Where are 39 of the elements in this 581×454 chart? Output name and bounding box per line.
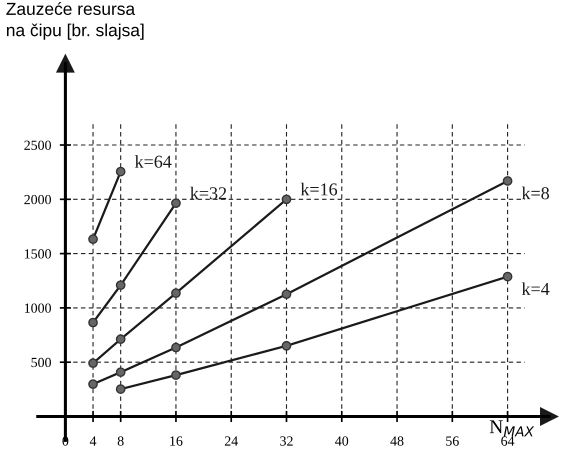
point xyxy=(171,342,181,352)
x-tick-label: 48 xyxy=(390,436,404,446)
point xyxy=(171,198,181,208)
y-axis-title: Zauzeće resursa na čipu [br. slajsa] xyxy=(6,2,144,40)
point xyxy=(282,289,292,300)
y-tick-label: 2500 xyxy=(24,140,51,150)
point xyxy=(282,194,292,204)
point xyxy=(116,334,126,344)
x-tick-label: 32 xyxy=(280,436,293,446)
series-label: k=32 xyxy=(190,186,226,200)
y-tick-label: 1500 xyxy=(24,249,51,259)
x-axis-title: N$_{MAX}$ xyxy=(490,420,534,436)
x-tick-label: 4 xyxy=(90,436,96,446)
series-label: k=4 xyxy=(522,282,550,295)
point xyxy=(88,379,98,389)
point xyxy=(282,340,292,351)
y-tick-label: 1000 xyxy=(24,303,51,313)
series-label: k=64 xyxy=(134,155,172,168)
point xyxy=(116,367,126,378)
point xyxy=(502,176,512,186)
y-tick-label: 2000 xyxy=(24,194,51,204)
x-tick-label: 24 xyxy=(224,436,238,446)
x-tick-label: 64 xyxy=(501,436,514,446)
x-tick-label: 40 xyxy=(335,436,348,446)
y-tick-label: 500 xyxy=(31,358,51,368)
point xyxy=(116,280,126,290)
point xyxy=(88,234,98,244)
point xyxy=(171,288,181,298)
x-tick-label: 16 xyxy=(170,436,182,446)
x-tick-label: 8 xyxy=(118,436,124,446)
point xyxy=(88,318,98,328)
point xyxy=(171,370,181,380)
series-label: k=8 xyxy=(522,186,550,200)
point xyxy=(116,166,126,176)
point xyxy=(502,272,512,282)
point xyxy=(88,358,98,368)
x-tick-label: 56 xyxy=(446,436,459,446)
point xyxy=(116,384,126,394)
series-label: k=16 xyxy=(300,182,338,196)
